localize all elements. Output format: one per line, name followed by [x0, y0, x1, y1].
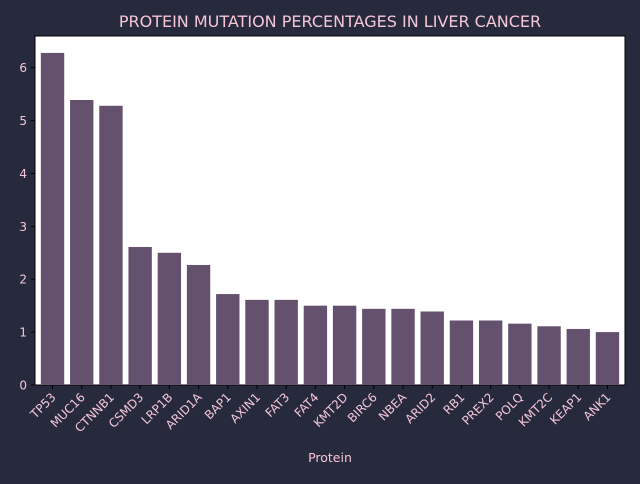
bar-csmd3 — [128, 246, 152, 385]
bar-birc6 — [362, 308, 386, 385]
bar-ctnnb1 — [99, 105, 123, 386]
bar-nbea — [391, 308, 415, 385]
bar-kmt2d — [332, 305, 357, 385]
bar-fat4 — [303, 305, 328, 385]
bar-arid2 — [420, 311, 444, 385]
bar-muc16 — [70, 99, 94, 385]
bar-tp53 — [40, 52, 65, 386]
bar-polq — [508, 323, 532, 385]
bar-bap1 — [216, 294, 240, 385]
y-tick-label: 3 — [19, 220, 27, 234]
bar-arid1a — [186, 264, 211, 385]
x-axis-label: Protein — [308, 450, 352, 465]
bar-kmt2c — [537, 326, 561, 385]
bar-axin1 — [245, 299, 269, 385]
bar-ank1 — [595, 332, 620, 385]
y-tick-label: 4 — [19, 167, 27, 181]
bar-lrp1b — [157, 252, 182, 385]
y-tick-label: 6 — [19, 61, 27, 75]
y-tick-label: 1 — [19, 326, 27, 340]
y-axis: 0 1 2 3 4 5 6 — [19, 61, 35, 393]
bar-keap1 — [566, 328, 590, 385]
bars-group — [40, 52, 620, 386]
y-tick-label: 5 — [19, 114, 27, 128]
bar-prex2 — [478, 320, 503, 385]
chart-title: PROTEIN MUTATION PERCENTAGES IN LIVER CA… — [119, 12, 541, 31]
y-tick-label: 2 — [19, 273, 27, 287]
y-tick-label: 0 — [19, 379, 27, 393]
bar-rb1 — [449, 320, 474, 385]
bar-fat3 — [274, 299, 298, 385]
plot-area — [34, 35, 626, 386]
